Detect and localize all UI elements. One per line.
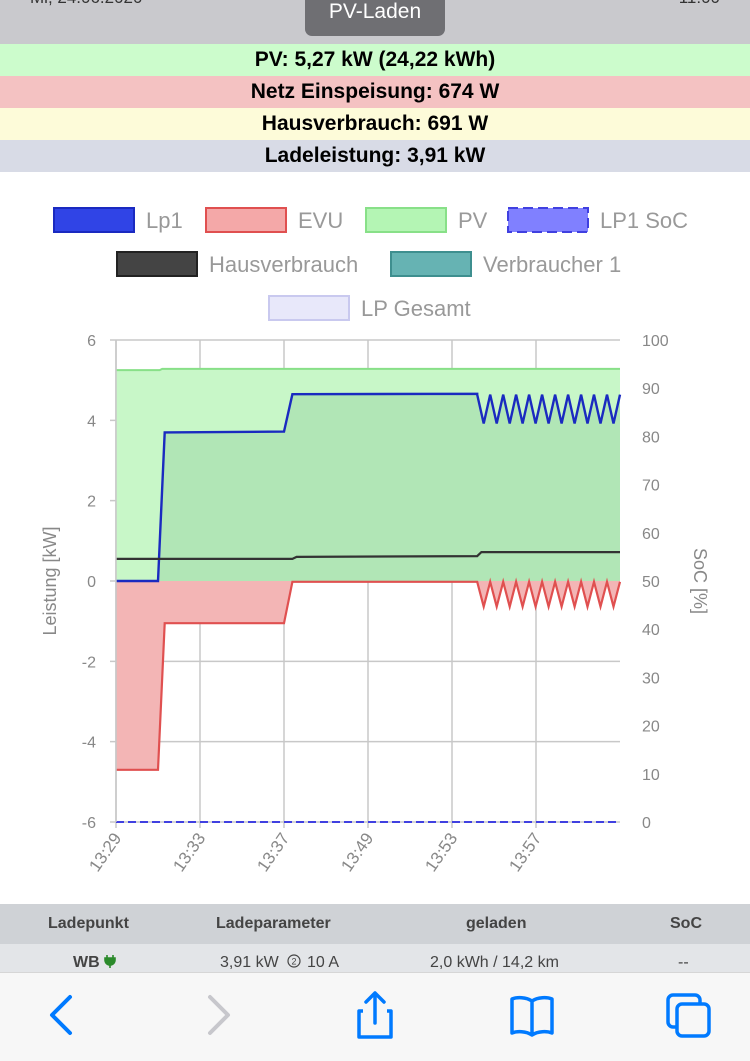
legend-label-2: PV [458, 208, 488, 233]
xtick-0: 13:29 [85, 829, 125, 875]
y2tick-5: 50 [642, 574, 660, 591]
xtick-2: 13:37 [253, 829, 293, 875]
legend-label-3: LP1 SoC [600, 208, 688, 233]
y2tick-10: 0 [642, 815, 651, 832]
forward-icon[interactable] [188, 987, 248, 1047]
series-lp1-area [116, 393, 620, 581]
ytick-4: -2 [82, 654, 96, 671]
status-date: Mi, 24.06.2020 [30, 0, 142, 8]
y2tick-7: 30 [642, 670, 660, 687]
tabs-icon[interactable] [658, 987, 718, 1047]
y2tick-4: 60 [642, 526, 660, 543]
xtick-3: 13:49 [337, 829, 377, 875]
y-axis-label: Leistung [kW] [40, 526, 60, 635]
y2tick-9: 10 [642, 767, 660, 784]
charging-power-summary: Ladeleistung: 3,91 kW [0, 140, 750, 172]
ytick-1: 4 [87, 413, 96, 430]
ytick-2: 2 [87, 494, 96, 511]
phase-2-icon: 2 [287, 954, 301, 972]
series-hausverbrauch-line [116, 551, 620, 560]
charge-current: 10 A [307, 954, 340, 971]
header-soc: SoC [670, 915, 702, 932]
legend-label-4: Hausverbrauch [209, 252, 358, 277]
header-ladepunkt: Ladepunkt [48, 915, 129, 932]
y2tick-1: 90 [642, 381, 660, 398]
back-icon[interactable] [32, 987, 92, 1047]
header-geladen: geladen [466, 915, 527, 932]
table-row[interactable]: WB 3,91 kW 2 10 A 2,0 kWh / 14,2 km -- [0, 944, 750, 972]
y2tick-8: 20 [642, 719, 660, 736]
legend-swatch-1 [205, 207, 287, 233]
svg-text:2: 2 [291, 957, 296, 967]
legend-label-5: Verbraucher 1 [483, 252, 621, 277]
house-consumption-summary: Hausverbrauch: 691 W [0, 108, 750, 140]
chargepoint-label: WB [73, 954, 100, 971]
ytick-5: -4 [82, 735, 96, 752]
bookmarks-icon[interactable] [502, 987, 562, 1047]
browser-toolbar [0, 972, 750, 1061]
ytick-3: 0 [87, 574, 96, 591]
header-ladeparameter: Ladeparameter [216, 915, 331, 932]
share-icon[interactable] [345, 987, 405, 1047]
plug-icon [104, 955, 116, 968]
legend-label-0: Lp1 [146, 208, 183, 233]
table-header: Ladepunkt Ladeparameter geladen SoC [0, 904, 750, 944]
vehicle-soc: -- [678, 954, 689, 971]
series-pv-line [116, 367, 620, 372]
chart-svg: Lp1 EVU PV LP1 SoC Hausverbrauch Verbraucher … [40, 207, 710, 875]
y2tick-0: 100 [642, 333, 669, 350]
pv-summary: PV: 5,27 kW (24,22 kWh) [0, 44, 750, 76]
y2tick-2: 80 [642, 429, 660, 446]
legend-swatch-5 [390, 251, 472, 277]
legend-swatch-4 [116, 251, 198, 277]
xtick-5: 13:57 [505, 829, 545, 875]
ytick-6: -6 [82, 815, 96, 832]
legend-swatch-3 [507, 207, 589, 233]
charged-energy: 2,0 kWh / 14,2 km [430, 954, 559, 971]
power-chart: Lp1 EVU PV LP1 SoC Hausverbrauch Verbraucher … [0, 176, 750, 900]
legend-label-6: LP Gesamt [361, 296, 471, 321]
y2-axis-label: SoC [%] [690, 548, 710, 614]
charge-power: 3,91 kW [220, 954, 279, 971]
y2tick-3: 70 [642, 478, 660, 495]
y2tick-6: 40 [642, 622, 660, 639]
series-lp1-line [116, 392, 622, 583]
ytick-0: 6 [87, 333, 96, 350]
series-evu-area [116, 581, 620, 770]
legend-swatch-6 [268, 295, 350, 321]
legend-swatch-2 [365, 207, 447, 233]
charge-mode-button[interactable]: PV-Laden [305, 0, 445, 36]
xtick-4: 13:53 [421, 829, 461, 875]
legend-swatch-0 [53, 207, 135, 233]
legend-label-1: EVU [298, 208, 343, 233]
series-evu-line [116, 577, 622, 771]
status-time: 11:00 [679, 0, 720, 8]
xtick-1: 13:33 [169, 829, 209, 875]
grid-feed-summary: Netz Einspeisung: 674 W [0, 76, 750, 108]
chargepoint-name[interactable]: WB [73, 954, 116, 972]
